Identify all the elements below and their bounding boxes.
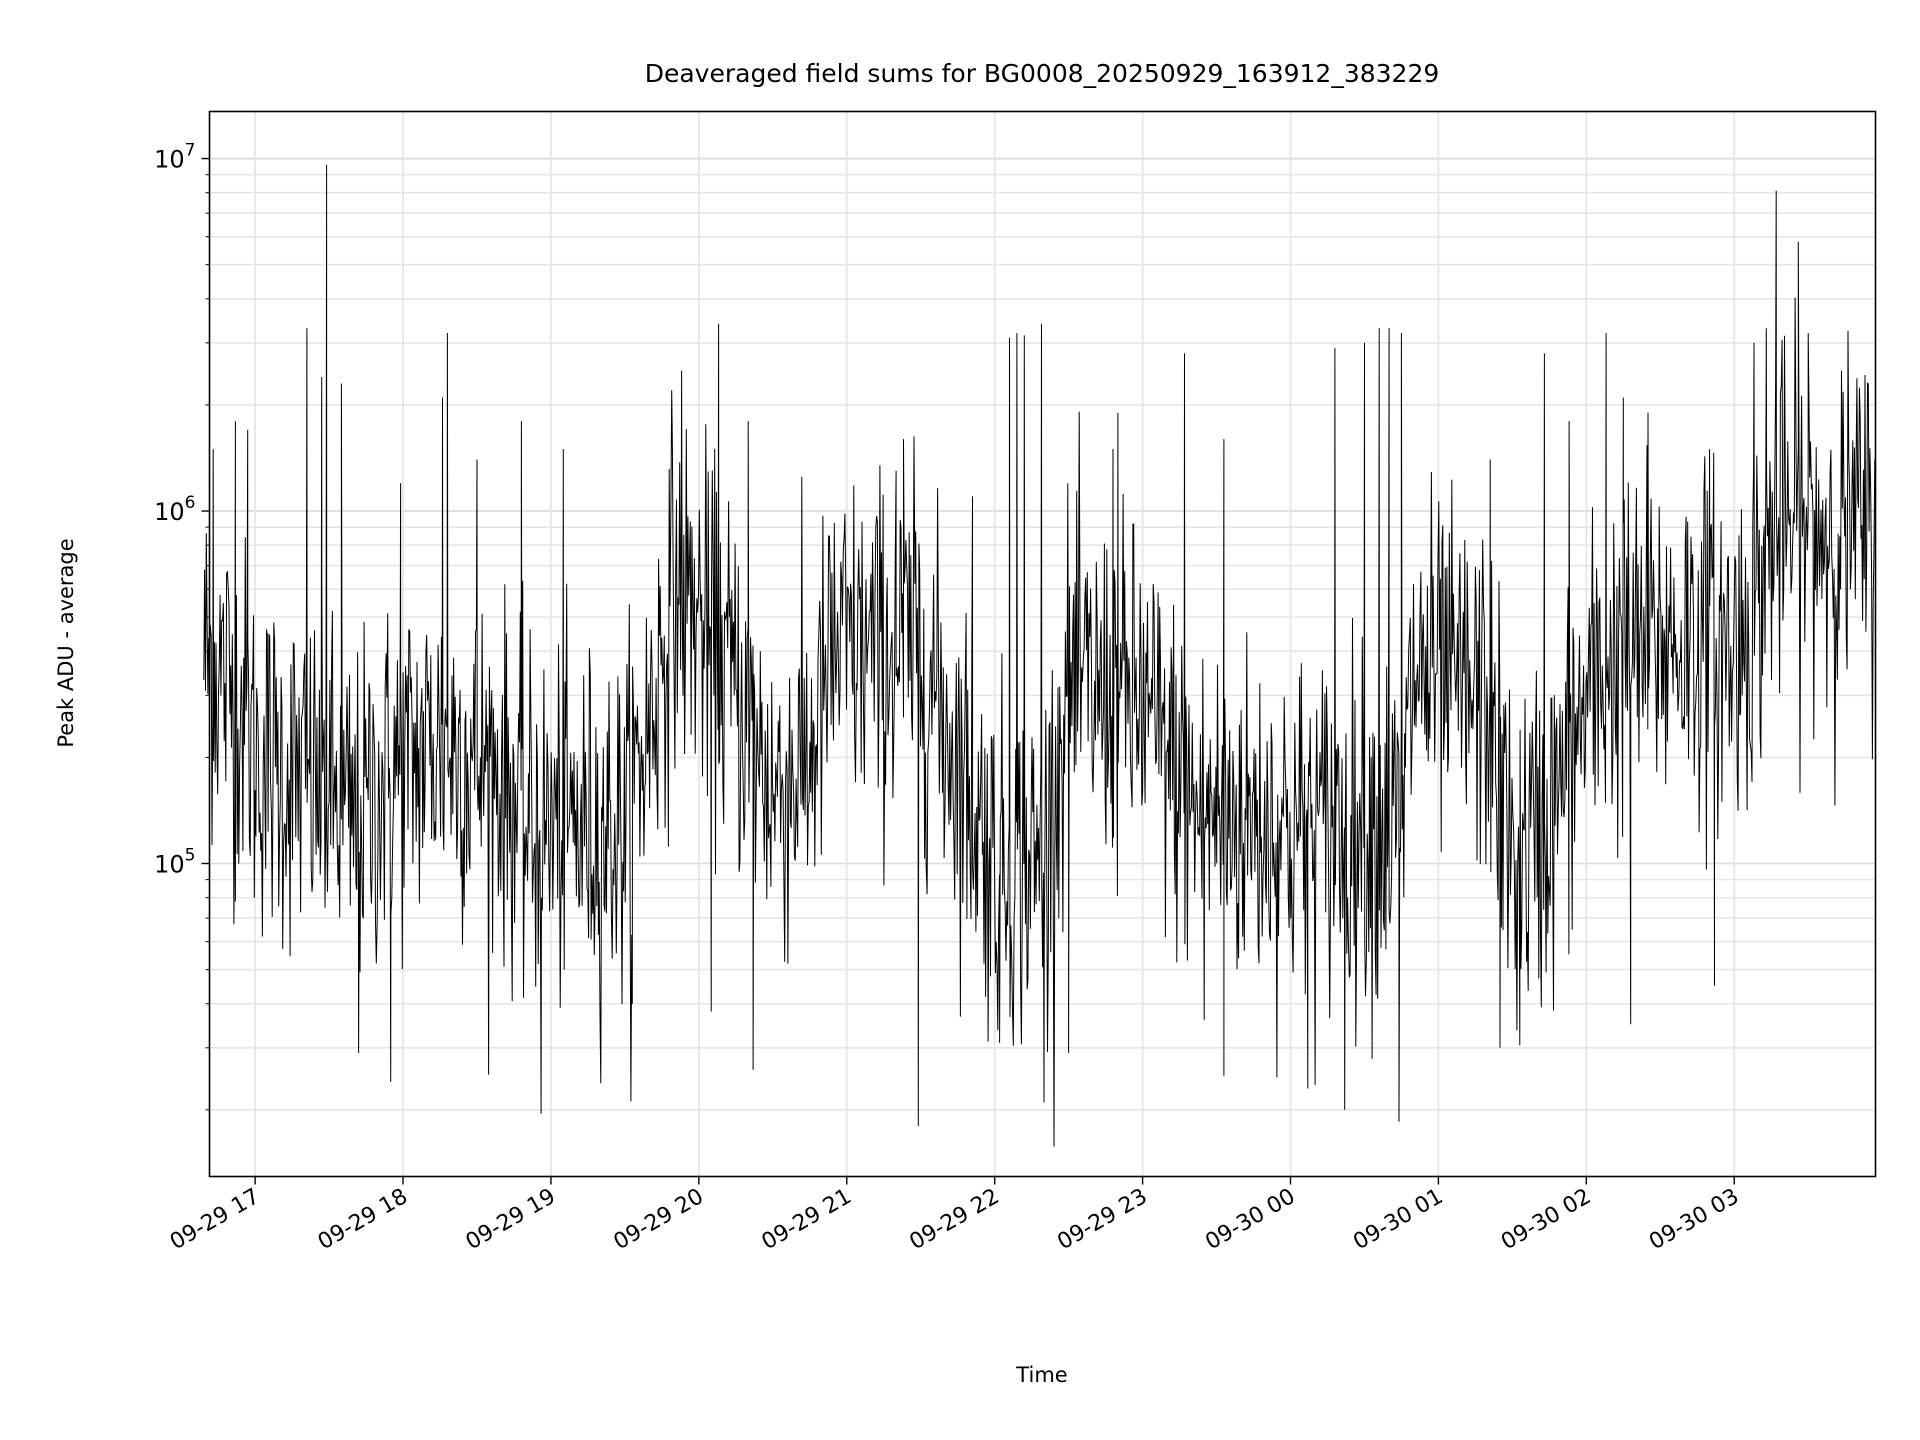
series (203, 164, 1876, 1147)
x-tick-label: 09-30 00 (1201, 1184, 1299, 1255)
x-tick-label: 09-29 22 (906, 1184, 1004, 1255)
y-tick-base: 10 (154, 146, 185, 174)
plot-frame (208, 110, 1877, 1178)
x-tick-label: 09-30 03 (1645, 1184, 1743, 1255)
x-axis: 09-29 17 09-29 18 09-29 19 09-29 20 09-29 21… (166, 1176, 1743, 1255)
grid (209, 111, 1876, 1177)
y-tick-label: 107 (154, 141, 195, 174)
x-tick-label: 09-29 17 (166, 1184, 264, 1255)
x-tick-label: 09-29 23 (1053, 1184, 1151, 1255)
x-tick-label: 09-29 21 (758, 1184, 856, 1255)
y-tick-exponent: 5 (185, 845, 196, 865)
y-tick-exponent: 6 (185, 493, 196, 513)
x-tick-label: 09-29 18 (314, 1184, 412, 1255)
chart-title: Deaveraged field sums for BG0008_2025092… (645, 59, 1440, 88)
y-tick-base: 10 (154, 498, 185, 526)
y-axis-label: Peak ADU - average (54, 538, 78, 747)
y-tick-label: 106 (154, 493, 195, 526)
x-tick-label: 09-30 02 (1497, 1184, 1595, 1255)
y-tick-exponent: 7 (185, 141, 196, 161)
y-tick-base: 10 (154, 850, 185, 878)
x-tick-label: 09-29 19 (462, 1184, 560, 1255)
x-tick-label: 09-29 20 (610, 1184, 708, 1255)
x-tick-label: 09-30 01 (1349, 1184, 1447, 1255)
x-axis-label: Time (1015, 1363, 1067, 1387)
series-line (203, 164, 1876, 1147)
y-tick-label: 105 (154, 845, 195, 878)
